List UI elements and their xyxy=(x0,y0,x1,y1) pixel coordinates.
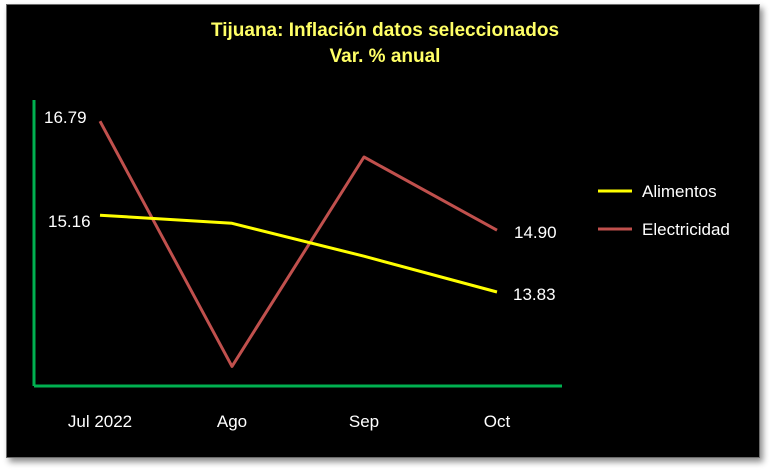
chart-frame xyxy=(6,4,760,458)
data-label: 15.16 xyxy=(48,212,91,231)
x-tick-label: Jul 2022 xyxy=(68,412,132,431)
series-line-alimentos xyxy=(99,213,498,294)
data-label: 16.79 xyxy=(44,108,87,127)
x-tick-label: Ago xyxy=(217,412,247,431)
x-tick-label: Sep xyxy=(349,412,379,431)
data-label: 13.83 xyxy=(513,285,556,304)
series-line-electricidad xyxy=(98,120,498,368)
chart-subtitle: Var. % anual xyxy=(329,46,441,67)
legend-label-alimentos: Alimentos xyxy=(642,182,717,201)
chart-title-line1: Tijuana: Inflación datos seleccionados xyxy=(210,20,560,41)
data-label: 14.90 xyxy=(514,223,557,242)
legend-label-electricidad: Electricidad xyxy=(642,220,730,239)
chart-title: Tijuana: Inflación datos seleccionados V… xyxy=(0,18,770,70)
x-tick-label: Oct xyxy=(484,412,511,431)
